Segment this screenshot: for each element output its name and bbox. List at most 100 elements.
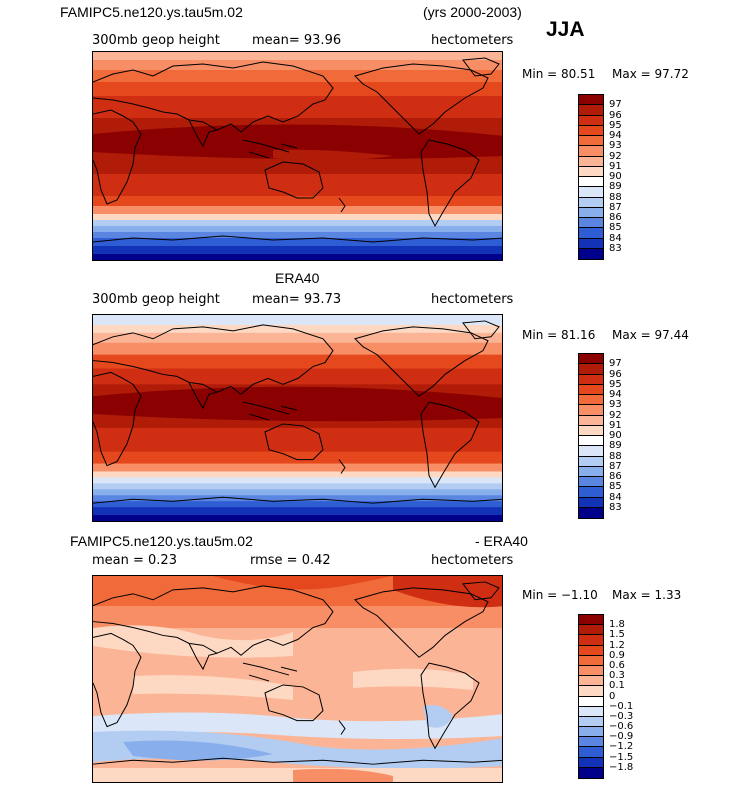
- colorbar-segment: [579, 716, 603, 728]
- panel3-units: hectometers: [431, 553, 514, 568]
- coastline-outline: [93, 320, 502, 504]
- coastline: [93, 324, 334, 395]
- contour-band: [93, 515, 502, 521]
- coastline: [93, 757, 502, 765]
- contour-band: [93, 427, 502, 453]
- colorbar-tick-label: 0.9: [609, 649, 625, 661]
- colorbar-tick-label: 1.5: [609, 629, 625, 641]
- panel2-min: Min = 81.16: [522, 328, 596, 342]
- colorbar-tick-label: 90: [609, 430, 622, 441]
- colorbar-segment: [579, 615, 603, 626]
- coastline: [354, 587, 489, 658]
- contour-region: [273, 149, 393, 161]
- coastline-outline: [93, 581, 502, 765]
- panel1-map: [92, 51, 503, 261]
- panel1-title: FAMIPC5.ne120.ys.tau5m.02: [60, 4, 243, 20]
- panel2-map: [92, 314, 503, 522]
- panel1-map-field: [93, 52, 502, 260]
- colorbar-tick-label: 91: [609, 160, 622, 172]
- colorbar-tick-label: 92: [609, 409, 622, 421]
- colorbar-segment: [579, 248, 603, 259]
- colorbar-tick-label: 0.1: [609, 680, 625, 692]
- panel3-map-field: [93, 576, 502, 782]
- contour-band: [93, 501, 502, 508]
- coastline: [93, 235, 502, 243]
- colorbar-tick-label: 95: [609, 119, 622, 131]
- colorbar-segment: [579, 146, 603, 157]
- colorbar-segment: [579, 676, 603, 687]
- contour-band: [93, 238, 502, 247]
- colorbar-tick-label: −0.9: [609, 731, 634, 743]
- coastline: [264, 423, 324, 461]
- panel3-mean-label: mean = 0.23: [92, 553, 177, 568]
- colorbar-segment: [579, 115, 603, 126]
- colorbar-tick-label: 88: [609, 450, 622, 462]
- colorbar-segment: [579, 177, 603, 188]
- colorbar-segment: [579, 395, 603, 406]
- colorbar-segment: [579, 767, 603, 778]
- contour-band: [93, 606, 502, 628]
- colorbar-tick-label: 85: [609, 481, 622, 493]
- colorbar-segment: [579, 207, 603, 218]
- colorbar-tick-label: 97: [609, 99, 622, 111]
- colorbar-segment: [579, 446, 603, 457]
- coastline: [420, 401, 480, 489]
- colorbar-tick-label: 91: [609, 419, 622, 431]
- contour-region: [293, 768, 393, 782]
- colorbar-tick-label: 84: [609, 232, 622, 244]
- coastline: [338, 459, 346, 474]
- colorbar-tick-label: 1.8: [609, 619, 625, 631]
- contour-band: [93, 451, 502, 465]
- colorbar-tick-label: 97: [609, 358, 622, 370]
- coastline: [93, 371, 142, 467]
- colorbar-tick-label: 90: [609, 171, 622, 182]
- colorbar-tick-label: −1.2: [609, 741, 634, 753]
- contour-band: [93, 226, 502, 233]
- contour-band: [93, 52, 502, 61]
- panel3-max: Max = 1.33: [612, 588, 682, 602]
- contour-band: [93, 483, 502, 490]
- coastline: [242, 662, 298, 682]
- colorbar-tick-label: −0.3: [609, 710, 634, 722]
- colorbar-tick-label: 83: [609, 501, 622, 513]
- coastline: [93, 496, 502, 504]
- panel1-years: (yrs 2000-2003): [423, 4, 522, 20]
- coastline: [354, 63, 489, 135]
- contour-region: [123, 740, 273, 761]
- colorbar-segment: [579, 384, 603, 395]
- contour-region: [93, 730, 502, 769]
- colorbar-segment: [579, 696, 603, 707]
- colorbar-segment: [579, 405, 603, 416]
- contour-band: [93, 315, 502, 326]
- coastline: [188, 643, 218, 671]
- contour-band: [93, 354, 502, 369]
- panel2-title: ERA40: [275, 270, 320, 286]
- colorbar-segment: [579, 686, 603, 697]
- colorbar-tick-label: −0.1: [609, 700, 634, 712]
- contour-region: [93, 712, 502, 739]
- colorbar-segment: [579, 507, 603, 518]
- panel1-units: hectometers: [431, 33, 514, 48]
- contour-region: [353, 668, 473, 690]
- colorbar-segment: [579, 105, 603, 116]
- colorbar-segment: [579, 166, 603, 177]
- colorbar-segment: [579, 706, 603, 717]
- colorbar-segment: [579, 635, 603, 646]
- colorbar-segment: [579, 655, 603, 666]
- coastline: [264, 684, 324, 722]
- contour-band: [93, 196, 502, 207]
- colorbar-segment: [579, 354, 603, 365]
- panel2-map-field: [93, 315, 502, 521]
- contour-band: [93, 368, 502, 385]
- colorbar-tick-label: −0.6: [609, 721, 634, 733]
- colorbar-segment: [579, 136, 603, 147]
- panel2-max: Max = 97.44: [612, 328, 689, 342]
- colorbar-tick-label: 87: [609, 201, 622, 213]
- season-label: JJA: [546, 18, 585, 41]
- colorbar-tick-label: 94: [609, 389, 622, 400]
- colorbar-segment: [579, 497, 603, 508]
- contour-band: [93, 96, 502, 119]
- coastline: [462, 581, 500, 601]
- contour-band: [93, 477, 502, 484]
- coastline: [264, 161, 324, 199]
